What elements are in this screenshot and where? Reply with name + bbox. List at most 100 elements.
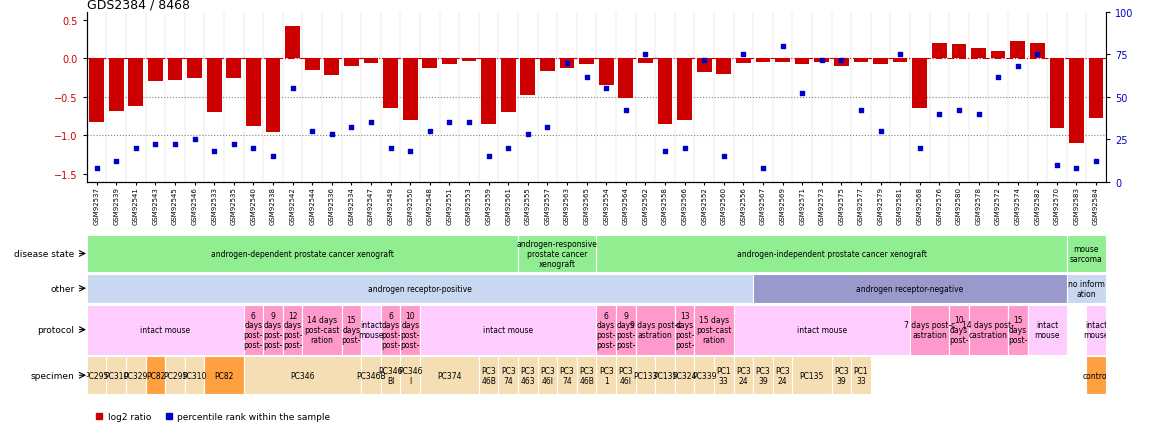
- Point: [264, 154, 283, 161]
- Bar: [364, 59, 379, 64]
- Text: PC3
463: PC3 463: [520, 366, 535, 385]
- Bar: [87, 357, 107, 394]
- Bar: [618, 59, 633, 99]
- Text: intact mouse: intact mouse: [797, 326, 846, 334]
- Point: [989, 74, 1007, 81]
- Text: PC324: PC324: [673, 371, 697, 380]
- Bar: [537, 357, 557, 394]
- Bar: [579, 59, 594, 66]
- Text: PC3
1: PC3 1: [599, 366, 614, 385]
- Bar: [1027, 305, 1067, 355]
- Bar: [675, 305, 695, 355]
- Bar: [243, 305, 263, 355]
- Bar: [1010, 42, 1025, 59]
- Bar: [403, 59, 418, 121]
- Point: [244, 145, 263, 152]
- Point: [381, 145, 400, 152]
- Bar: [814, 59, 829, 63]
- Bar: [733, 357, 753, 394]
- Bar: [675, 357, 695, 394]
- Text: 15 days
post-cast
ration: 15 days post-cast ration: [696, 316, 732, 344]
- Text: PC3
74: PC3 74: [500, 366, 515, 385]
- Point: [87, 165, 105, 172]
- Text: specimen: specimen: [31, 371, 74, 380]
- Bar: [207, 59, 221, 113]
- Bar: [969, 305, 1007, 355]
- Bar: [520, 59, 535, 96]
- Bar: [557, 357, 577, 394]
- Bar: [596, 305, 616, 355]
- Bar: [1029, 44, 1045, 59]
- Text: 6
days
post-
post-: 6 days post- post-: [596, 311, 616, 349]
- Bar: [853, 59, 868, 63]
- Bar: [227, 59, 241, 79]
- Point: [499, 145, 518, 152]
- Bar: [1067, 274, 1106, 303]
- Point: [891, 52, 909, 59]
- Bar: [755, 59, 770, 63]
- Bar: [950, 305, 969, 355]
- Bar: [148, 59, 163, 82]
- Point: [460, 119, 478, 127]
- Bar: [559, 59, 574, 69]
- Point: [107, 158, 125, 165]
- Text: mouse
sarcoma: mouse sarcoma: [1070, 245, 1102, 263]
- Point: [774, 43, 792, 50]
- Bar: [361, 305, 381, 355]
- Point: [636, 52, 654, 59]
- Point: [578, 74, 596, 81]
- Bar: [243, 357, 361, 394]
- Point: [303, 128, 322, 135]
- Bar: [518, 357, 537, 394]
- Text: PC3
46I: PC3 46I: [540, 366, 555, 385]
- Point: [1009, 64, 1027, 71]
- Bar: [952, 45, 966, 59]
- Text: other: other: [50, 284, 74, 293]
- Bar: [1067, 235, 1106, 273]
- Text: 9
days
post-
post-: 9 days post- post-: [616, 311, 636, 349]
- Text: PC1
33: PC1 33: [717, 366, 731, 385]
- Bar: [596, 357, 616, 394]
- Bar: [1089, 59, 1104, 119]
- Bar: [1069, 59, 1084, 144]
- Text: intact
mouse: intact mouse: [1084, 321, 1109, 339]
- Text: PC82: PC82: [214, 371, 234, 380]
- Bar: [913, 59, 928, 109]
- Text: PC3
39: PC3 39: [755, 366, 770, 385]
- Bar: [695, 305, 733, 355]
- Text: 12
days
post-
post-: 12 days post- post-: [283, 311, 302, 349]
- Bar: [146, 357, 166, 394]
- Bar: [991, 52, 1005, 59]
- Point: [910, 145, 929, 152]
- Bar: [344, 59, 359, 67]
- Point: [871, 128, 889, 135]
- Bar: [873, 59, 888, 66]
- Bar: [87, 235, 518, 273]
- Bar: [168, 59, 182, 81]
- Text: 9 days post-c
astration: 9 days post-c astration: [630, 321, 681, 339]
- Point: [538, 125, 557, 132]
- Text: PC346
I: PC346 I: [398, 366, 423, 385]
- Bar: [714, 357, 733, 394]
- Text: 9
days
post-
post-: 9 days post- post-: [263, 311, 283, 349]
- Bar: [893, 59, 908, 63]
- Text: PC1
33: PC1 33: [853, 366, 868, 385]
- Text: 7 days post-c
astration: 7 days post-c astration: [904, 321, 955, 339]
- Point: [833, 57, 851, 64]
- Point: [284, 85, 302, 92]
- Bar: [1086, 305, 1106, 355]
- Bar: [1007, 305, 1027, 355]
- Bar: [733, 305, 910, 355]
- Point: [323, 132, 342, 138]
- Text: 6
days
post-
post-: 6 days post- post-: [243, 311, 263, 349]
- Point: [205, 148, 223, 155]
- Point: [166, 141, 184, 148]
- Bar: [129, 59, 144, 107]
- Point: [479, 154, 498, 161]
- Bar: [772, 357, 792, 394]
- Bar: [638, 59, 653, 64]
- Bar: [423, 59, 437, 69]
- Point: [754, 165, 772, 172]
- Text: disease state: disease state: [14, 250, 74, 258]
- Bar: [932, 44, 946, 59]
